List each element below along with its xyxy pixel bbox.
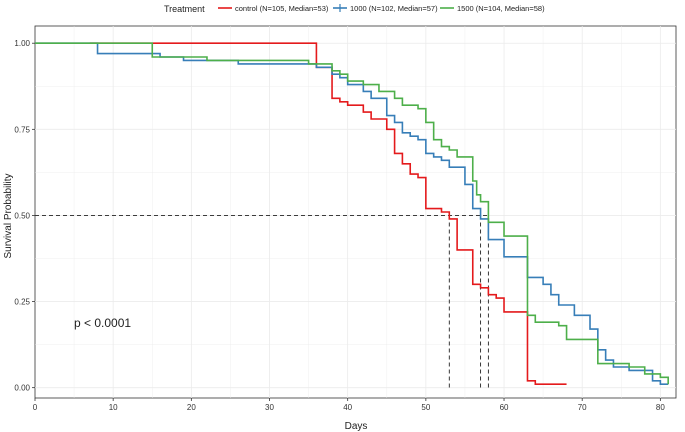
x-tick-label: 60 [500, 403, 509, 412]
x-tick-label: 40 [343, 403, 352, 412]
p-value-annotation: p < 0.0001 [74, 316, 131, 330]
x-axis-title: Days [345, 421, 368, 432]
y-tick-label: 0.25 [14, 298, 30, 307]
gridlines [35, 26, 676, 398]
survival-curve-1500 [35, 42, 669, 385]
legend-entry-1500: 1500 (N=104, Median=58) [457, 4, 545, 13]
x-tick-label: 50 [421, 403, 430, 412]
x-tick-label: 20 [187, 403, 196, 412]
y-tick-label: 1.00 [14, 39, 30, 48]
legend-title: Treatment [164, 4, 205, 14]
legend: Treatment control (N=105, Median=53) 1000… [164, 4, 545, 14]
x-tick-label: 0 [33, 403, 38, 412]
plot-panel [34, 25, 677, 399]
y-axis-title: Survival Probability [3, 173, 14, 258]
y-tick-label: 0.50 [14, 211, 30, 220]
x-axis: 0 10 20 30 40 50 60 70 80 [33, 398, 665, 412]
survival-curves [35, 42, 669, 386]
x-tick-label: 70 [578, 403, 587, 412]
x-tick-label: 80 [656, 403, 665, 412]
legend-entry-control: control (N=105, Median=53) [235, 4, 329, 13]
median-lines [35, 214, 489, 388]
x-tick-label: 10 [109, 403, 118, 412]
panel-background [34, 25, 677, 399]
y-axis: 0.00 0.25 0.50 0.75 1.00 [14, 39, 35, 393]
y-tick-label: 0.75 [14, 125, 30, 134]
legend-entry-1000: 1000 (N=102, Median=57) [350, 4, 438, 13]
survival-curve-control [89, 42, 567, 386]
x-tick-label: 30 [265, 403, 274, 412]
y-tick-label: 0.00 [14, 384, 30, 393]
